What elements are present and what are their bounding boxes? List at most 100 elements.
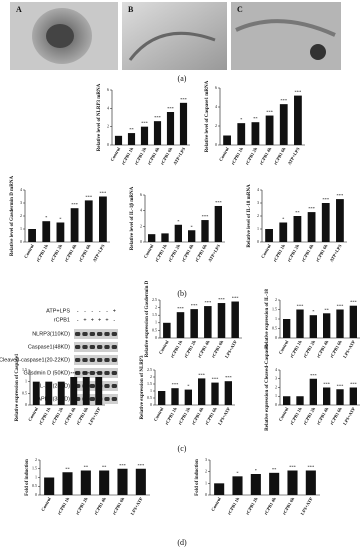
y-tick-label: 4	[140, 208, 142, 213]
significance: **	[129, 127, 134, 132]
y-tick-label: 4	[257, 187, 259, 192]
blot-band	[82, 358, 88, 362]
significance: **	[272, 467, 277, 472]
x-tick-label: rCPB1 1h	[272, 243, 286, 262]
x-tick-label: rCPB1 6h	[329, 406, 343, 425]
y-tick-label: 1	[20, 226, 22, 231]
blot-sign: +	[91, 317, 94, 323]
x-tick-label: Control	[143, 243, 155, 259]
bar	[163, 322, 171, 338]
x-tick-label: LPS+ATP	[217, 406, 231, 426]
blot-band	[82, 332, 88, 336]
y-axis-label: Relative level of Caspase1 mRNA	[205, 80, 210, 152]
x-tick-label: rCPB1 1h	[120, 146, 134, 165]
y-tick-label: 6	[215, 85, 217, 90]
bar	[214, 483, 225, 495]
x-tick-label: rCPB1 2h	[177, 406, 191, 425]
y-tick-label: 3	[257, 200, 259, 205]
x-tick-label: Control	[109, 146, 121, 162]
blot-sign: -	[106, 308, 108, 314]
blot-protein: Cleaved-caspase1(20-22KD)	[0, 357, 70, 363]
y-tick-label: 1.5	[272, 306, 277, 311]
significance: *	[177, 219, 180, 224]
significance: ***	[119, 463, 127, 468]
blot-strip	[74, 368, 118, 378]
blot-band	[104, 345, 110, 349]
y-tick-label: 0	[140, 239, 142, 244]
significance: ***	[70, 371, 78, 376]
x-tick-label: rCPB1 4h	[191, 406, 205, 425]
significance: *	[191, 224, 194, 229]
y-tick-label: 0.5	[152, 327, 157, 332]
blot-band	[111, 345, 117, 349]
x-tick-label: rCPB1 4h	[197, 339, 211, 358]
significance: ***	[310, 373, 318, 378]
blot-band	[82, 371, 88, 375]
significance: ***	[323, 382, 331, 387]
bar	[287, 470, 298, 495]
x-tick-label: rCPB1 1h	[154, 243, 168, 262]
significance: *	[187, 384, 190, 389]
significance: ***	[322, 197, 330, 202]
significance: ***	[218, 297, 226, 302]
blot-sign: +	[98, 317, 101, 323]
x-tick-label: rCPB1 4h	[258, 146, 272, 165]
blot-band	[111, 397, 117, 401]
blot-band	[89, 358, 95, 362]
significance: ***	[167, 106, 175, 111]
blot-band	[111, 371, 117, 375]
significance: **	[324, 307, 329, 312]
x-tick-label: rCPB1 1h	[289, 406, 303, 425]
y-axis-label: Relative level of NLRP3 mRNA	[97, 83, 102, 151]
y-tick-label: 2.5	[147, 367, 152, 372]
x-tick-label: rCPB1 6h	[210, 339, 224, 358]
significance: ***	[95, 371, 103, 376]
x-tick-label: rCPB1 2h	[245, 496, 259, 515]
significance: *	[236, 470, 239, 475]
blot-band	[97, 332, 103, 336]
blot-protein: Caspase1(48KD)	[28, 344, 70, 350]
y-tick-label: 2	[155, 305, 157, 310]
y-tick-label: 1	[205, 480, 207, 485]
y-axis-label: Relative level of IL-1β mRNA	[130, 186, 135, 250]
significance: ***	[172, 382, 180, 387]
y-tick-label: 0.5	[32, 483, 37, 488]
blot-sign: -	[91, 308, 93, 314]
blot-band	[97, 358, 103, 362]
bar	[80, 470, 91, 495]
em-image-a	[10, 2, 118, 70]
y-tick-label: 0.5	[22, 390, 27, 395]
y-tick-label: 1	[35, 474, 37, 479]
blot-treatment: rCPB1	[54, 317, 70, 323]
significance: ***	[337, 304, 345, 309]
x-tick-label: rCPB1 1h	[35, 243, 49, 262]
bar	[283, 396, 291, 405]
bar	[171, 388, 179, 405]
x-tick-label: rCPB1 4h	[181, 243, 195, 262]
blot-band	[104, 397, 110, 401]
significance: ***	[191, 303, 199, 308]
significance: ***	[350, 300, 358, 305]
significance: ***	[232, 296, 240, 301]
blot-band	[82, 345, 88, 349]
x-tick-label: rCPB1 2h	[183, 339, 197, 358]
significance: ***	[154, 115, 162, 120]
y-tick-label: 2	[215, 123, 217, 128]
panel-label: (b)	[177, 289, 187, 298]
bar	[294, 95, 302, 145]
significance: ***	[295, 90, 303, 95]
y-tick-label: 1.5	[32, 466, 37, 471]
x-tick-label: rCPB1 6h	[315, 243, 329, 262]
significance: ***	[280, 98, 288, 103]
bar	[57, 381, 65, 405]
x-tick-label: rCPB1 1h	[56, 496, 70, 515]
bar	[217, 303, 226, 338]
significance: *	[282, 217, 285, 222]
y-axis-label: Relative expression of NLRP3	[140, 355, 145, 419]
y-tick-label: 3	[205, 457, 207, 462]
y-tick-label: 0.5	[147, 395, 152, 400]
significance: ***	[212, 377, 220, 382]
x-tick-label: rCPB1 2h	[286, 243, 300, 262]
bar	[117, 468, 128, 495]
